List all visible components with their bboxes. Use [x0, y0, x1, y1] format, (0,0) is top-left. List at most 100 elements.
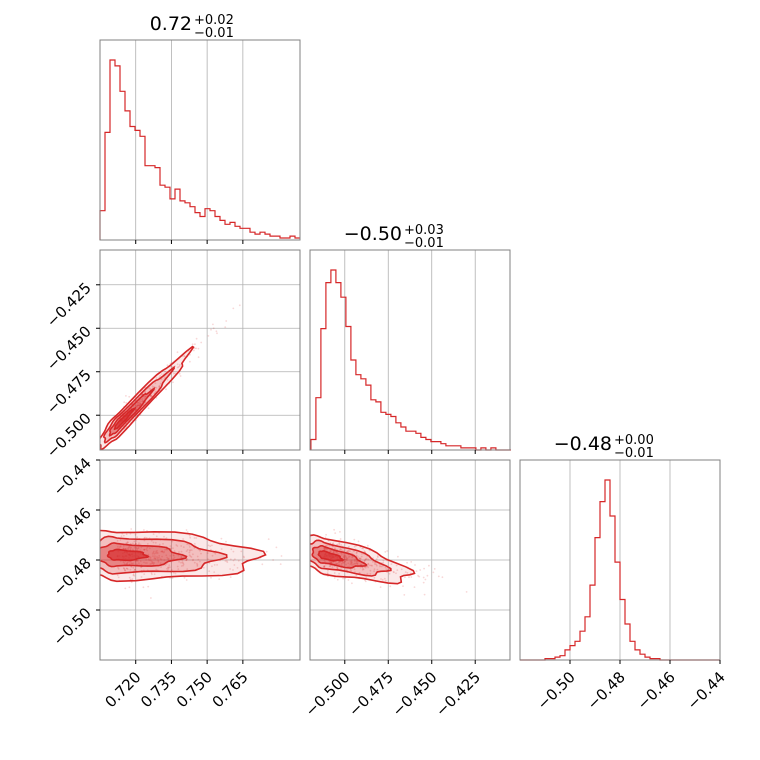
scatter-point	[336, 578, 339, 581]
scatter-point	[132, 573, 135, 575]
scatter-point	[122, 545, 125, 547]
scatter-point	[149, 559, 152, 562]
scatter-point	[136, 402, 139, 405]
scatter-point	[159, 382, 162, 385]
scatter-point	[150, 572, 153, 574]
scatter-point	[371, 564, 373, 567]
scatter-point	[343, 556, 346, 559]
y-tick-label-1-0: −0.500	[43, 409, 95, 461]
scatter-point	[384, 551, 387, 553]
scatter-point	[144, 391, 147, 394]
scatter-point	[185, 559, 188, 562]
scatter-point	[124, 569, 126, 572]
scatter-point	[140, 576, 143, 578]
scatter-point	[128, 395, 131, 398]
scatter-point	[341, 561, 344, 563]
scatter-point	[125, 402, 128, 404]
scatter-point	[342, 556, 345, 558]
scatter-point	[194, 343, 196, 346]
scatter-point	[119, 545, 122, 548]
scatter-point	[120, 535, 123, 538]
scatter-point	[151, 573, 153, 576]
scatter-point	[147, 407, 150, 410]
scatter-point	[164, 548, 166, 551]
scatter-point	[376, 568, 379, 571]
scatter-point	[414, 564, 416, 566]
scatter-point	[143, 561, 145, 564]
scatter-point	[232, 569, 234, 571]
scatter-point	[225, 560, 228, 562]
scatter-point	[340, 553, 343, 556]
hist-panel-0-border	[99, 39, 301, 241]
scatter-point	[365, 557, 368, 560]
scatter-point	[370, 564, 373, 567]
scatter-point	[150, 560, 153, 563]
scatter-point	[361, 567, 364, 569]
scatter-point	[172, 381, 174, 384]
scatter-point	[336, 566, 338, 568]
scatter-point	[382, 559, 385, 562]
scatter-point	[324, 560, 326, 563]
scatter-point	[185, 558, 188, 561]
hist-panel-1-background	[310, 250, 510, 450]
scatter-point	[199, 560, 201, 563]
scatter-point	[136, 405, 139, 408]
scatter-point	[178, 551, 180, 553]
scatter-point	[151, 552, 154, 555]
scatter-point	[334, 547, 336, 549]
scatter-point	[211, 544, 213, 547]
scatter-point	[142, 586, 145, 589]
scatter-point	[374, 561, 376, 564]
scatter-point	[153, 550, 155, 553]
scatter-point	[176, 366, 179, 369]
scatter-point	[137, 404, 140, 407]
scatter-point	[189, 353, 191, 356]
scatter-point	[123, 562, 126, 565]
scatter-point	[171, 540, 174, 543]
scatter-point	[185, 579, 188, 581]
scatter-point	[339, 531, 341, 533]
scatter-point	[307, 556, 309, 558]
scatter-point	[145, 559, 148, 561]
scatter-point	[236, 567, 239, 569]
scatter-point	[153, 561, 156, 564]
scatter-point	[422, 576, 425, 579]
scatter-point	[225, 320, 228, 322]
scatter-point	[272, 559, 274, 561]
scatter-point	[367, 558, 370, 561]
scatter-point	[116, 574, 119, 577]
scatter-point	[375, 564, 378, 567]
scatter-point	[375, 558, 378, 560]
scatter-point	[384, 566, 387, 569]
scatter-point	[331, 551, 334, 554]
scatter-point	[326, 572, 329, 574]
scatter-point	[334, 532, 337, 534]
scatter-point	[188, 554, 191, 556]
scatter-point	[172, 572, 175, 574]
scatter-point	[357, 540, 360, 543]
scatter-point	[180, 550, 183, 553]
scatter-point	[367, 566, 369, 569]
scatter-point	[157, 559, 160, 562]
scatter-point	[234, 558, 236, 561]
scatter-point	[192, 558, 195, 561]
scatter-point	[413, 586, 416, 588]
scatter-point	[122, 560, 125, 563]
scatter-point	[135, 559, 138, 562]
scatter-point	[346, 550, 348, 553]
scatter-point	[143, 548, 146, 551]
scatter-point	[176, 351, 179, 354]
scatter-point	[181, 559, 184, 562]
scatter-point	[127, 541, 129, 544]
scatter-point	[330, 561, 333, 564]
scatter-point	[180, 565, 183, 567]
scatter-point	[156, 550, 159, 552]
y-tick-label-1-3: −0.425	[43, 279, 95, 331]
param-title-sup-2: +0.00	[614, 433, 654, 448]
scatter-panel-2	[309, 459, 511, 664]
param-title-1: −0.50	[344, 223, 402, 245]
scatter-point	[153, 552, 156, 555]
scatter-point	[347, 556, 350, 558]
contour-level-0	[100, 529, 267, 583]
scatter-point	[123, 567, 125, 570]
